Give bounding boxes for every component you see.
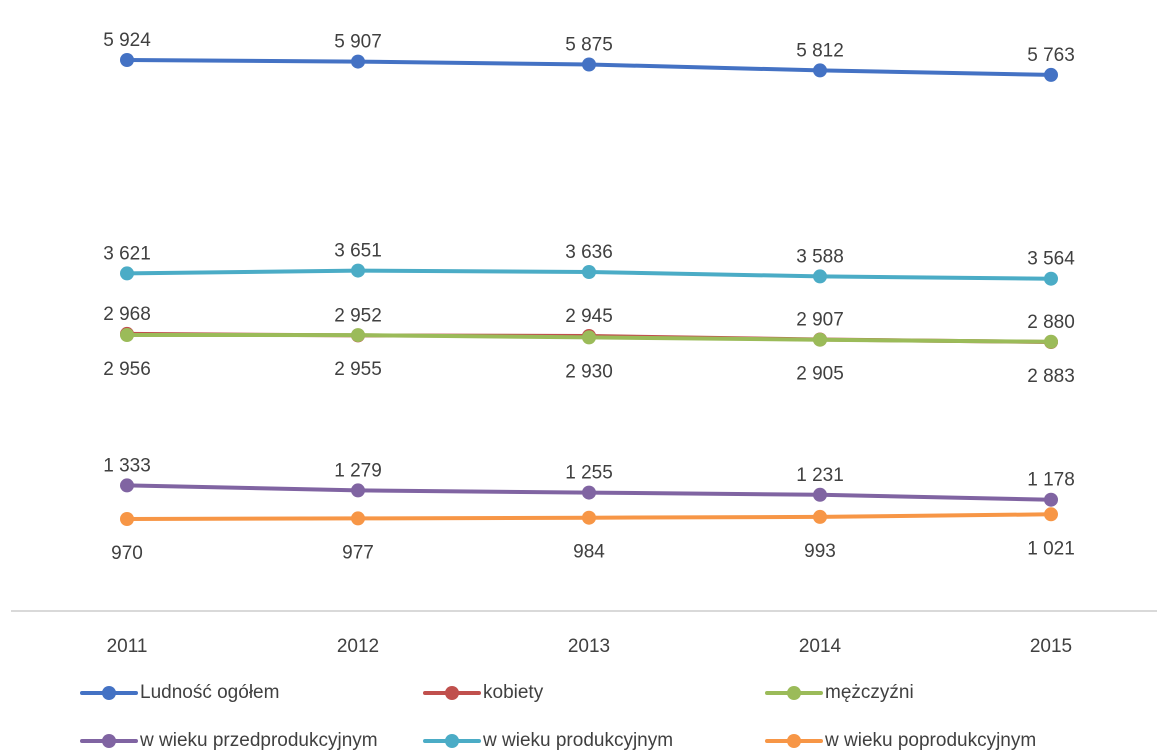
data-label: 5 812: [796, 40, 844, 61]
data-label: 2 883: [1027, 366, 1075, 387]
x-tick-label: 2015: [1030, 636, 1072, 657]
data-label: 1 231: [796, 465, 844, 486]
data-point[interactable]: [1044, 492, 1058, 507]
legend-marker-icon: [80, 681, 138, 705]
legend-label: w wieku przedprodukcyjnym: [140, 730, 378, 751]
data-point[interactable]: [120, 328, 134, 342]
legend-label: mężczyźni: [825, 682, 914, 703]
data-label: 1 333: [103, 455, 151, 476]
data-point[interactable]: [351, 511, 365, 526]
data-label: 2 945: [565, 306, 613, 327]
data-point[interactable]: [582, 330, 596, 345]
data-point[interactable]: [582, 265, 596, 279]
series-group: [120, 507, 1058, 526]
data-label: 5 924: [103, 30, 151, 51]
data-label: 2 905: [796, 364, 844, 385]
legend-label: Ludność ogółem: [140, 682, 280, 703]
data-point[interactable]: [582, 485, 596, 500]
data-point[interactable]: [813, 332, 827, 347]
data-label: 3 621: [103, 243, 151, 264]
data-point[interactable]: [351, 54, 365, 69]
series-group: [120, 263, 1058, 286]
data-label: 1 279: [334, 460, 382, 481]
legend-label: w wieku poprodukcyjnym: [825, 730, 1037, 751]
data-labels: 5 924 5 907 5 875 5 812 5 763 2 968 2 952 2 945…: [103, 30, 1075, 564]
data-point[interactable]: [351, 328, 365, 343]
data-point[interactable]: [120, 53, 134, 67]
legend-label: w wieku produkcyjnym: [483, 730, 674, 751]
x-tick-label: 2012: [337, 636, 379, 657]
legend-item-mezczyzni[interactable]: mężczyźni: [765, 681, 914, 705]
x-axis: 2011 2012 2013 2014 2015: [11, 610, 1157, 657]
legend-marker-icon: [80, 729, 138, 753]
legend-item-kobiety[interactable]: kobiety: [423, 681, 543, 705]
data-label: 2 955: [334, 359, 382, 380]
data-point[interactable]: [813, 63, 827, 78]
data-label: 2 956: [103, 359, 151, 380]
legend-marker-icon: [765, 729, 823, 753]
data-point[interactable]: [120, 478, 134, 493]
data-label: 2 952: [334, 305, 382, 326]
data-point[interactable]: [1044, 507, 1058, 522]
data-label: 2 930: [565, 361, 613, 382]
data-label: 5 875: [565, 35, 613, 56]
data-label: 2 880: [1027, 312, 1075, 333]
data-label: 984: [573, 542, 605, 563]
data-label: 977: [342, 542, 374, 563]
data-point[interactable]: [351, 483, 365, 498]
data-label: 3 636: [565, 242, 613, 263]
series-group: [120, 478, 1058, 507]
data-point[interactable]: [120, 512, 134, 526]
data-point[interactable]: [813, 487, 827, 502]
series-layer: [120, 53, 1058, 526]
data-point[interactable]: [582, 57, 596, 72]
legend-marker-icon: [423, 681, 481, 705]
data-label: 2 968: [103, 304, 151, 325]
data-label: 1 255: [565, 463, 613, 484]
data-label: 1 021: [1027, 538, 1075, 559]
x-tick-label: 2014: [799, 636, 842, 657]
series-group: [120, 328, 1058, 349]
data-label: 3 651: [334, 241, 382, 262]
data-point[interactable]: [351, 263, 365, 278]
x-tick-label: 2011: [107, 636, 148, 657]
data-point[interactable]: [813, 269, 827, 284]
data-label: 1 178: [1027, 470, 1075, 491]
data-point[interactable]: [1044, 271, 1058, 286]
legend-item-poprodukcyjnym[interactable]: w wieku poprodukcyjnym: [765, 729, 1036, 753]
legend-marker-icon: [423, 729, 481, 753]
data-label: 3 564: [1027, 249, 1075, 270]
legend-marker-icon: [765, 681, 823, 705]
data-point[interactable]: [582, 510, 596, 525]
legend-item-przedprodukcyjnym[interactable]: w wieku przedprodukcyjnym: [80, 729, 378, 753]
data-point[interactable]: [120, 266, 134, 281]
legend-item-produkcyjnym[interactable]: w wieku produkcyjnym: [423, 729, 673, 753]
series-group: [120, 53, 1058, 82]
data-label: 5 763: [1027, 45, 1075, 66]
data-label: 5 907: [334, 32, 382, 53]
data-point[interactable]: [1044, 67, 1058, 82]
legend-label: kobiety: [483, 682, 544, 703]
data-point[interactable]: [813, 509, 827, 524]
data-point[interactable]: [1044, 334, 1058, 349]
data-label: 3 588: [796, 246, 844, 267]
data-label: 993: [804, 541, 836, 562]
legend-item-ludnosc-ogolem[interactable]: Ludność ogółem: [80, 681, 279, 705]
data-label: 970: [111, 543, 143, 564]
x-tick-label: 2013: [568, 636, 610, 657]
data-label: 2 907: [796, 310, 844, 331]
